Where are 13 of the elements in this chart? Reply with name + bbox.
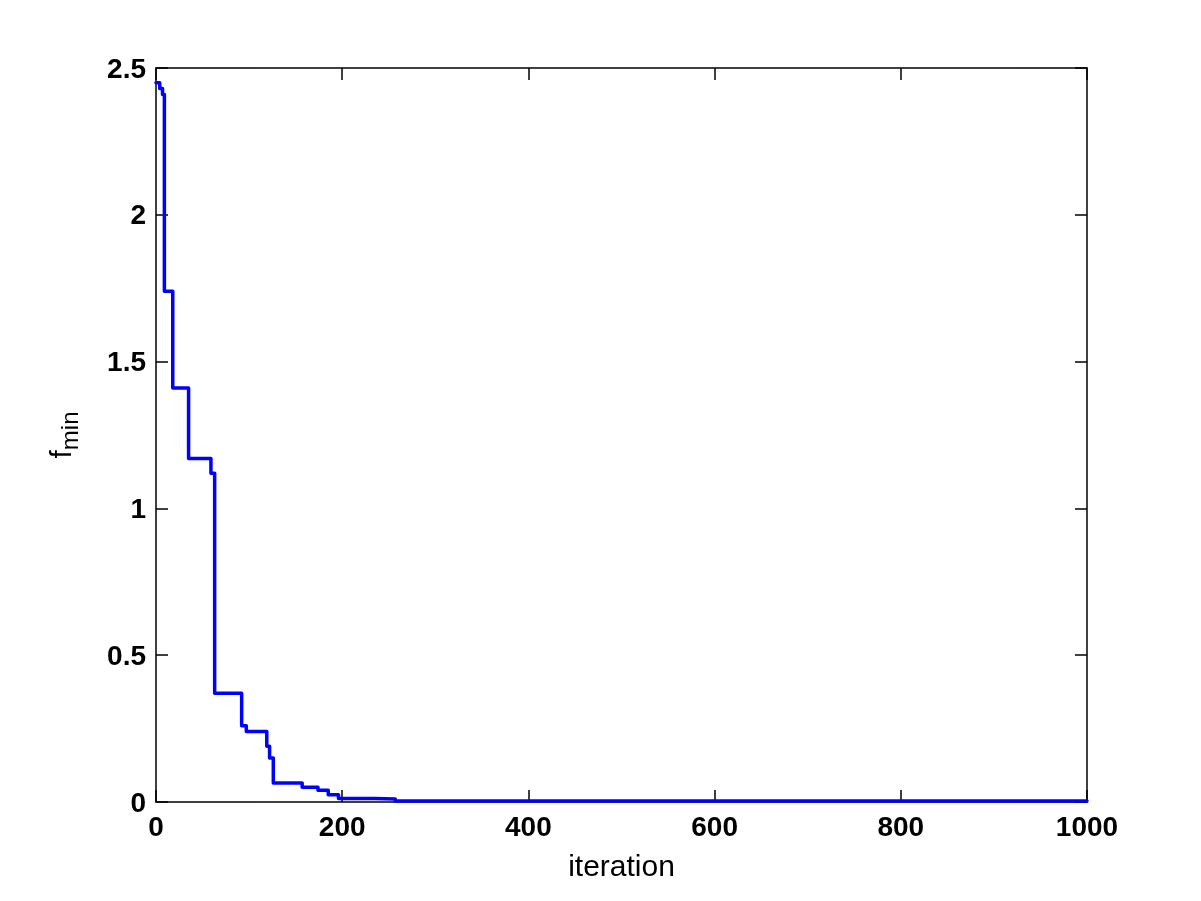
y-tick-label: 2 [130, 199, 146, 231]
x-tick-label: 200 [318, 810, 366, 842]
x-tick-label: 800 [877, 810, 925, 842]
y-tick-label: 1.5 [107, 346, 146, 378]
y-tick-label: 0.5 [107, 639, 146, 671]
x-tick-label: 600 [691, 810, 738, 842]
x-tick-label: 400 [505, 810, 552, 842]
x-tick-label: 1000 [1055, 810, 1119, 842]
y-tick-label: 2.5 [107, 52, 146, 84]
y-tick-label: 1 [130, 492, 146, 524]
x-axis-title: iteration [568, 848, 675, 882]
y-axis-title: fmin [43, 411, 83, 459]
y-tick-label: 0 [130, 786, 146, 818]
